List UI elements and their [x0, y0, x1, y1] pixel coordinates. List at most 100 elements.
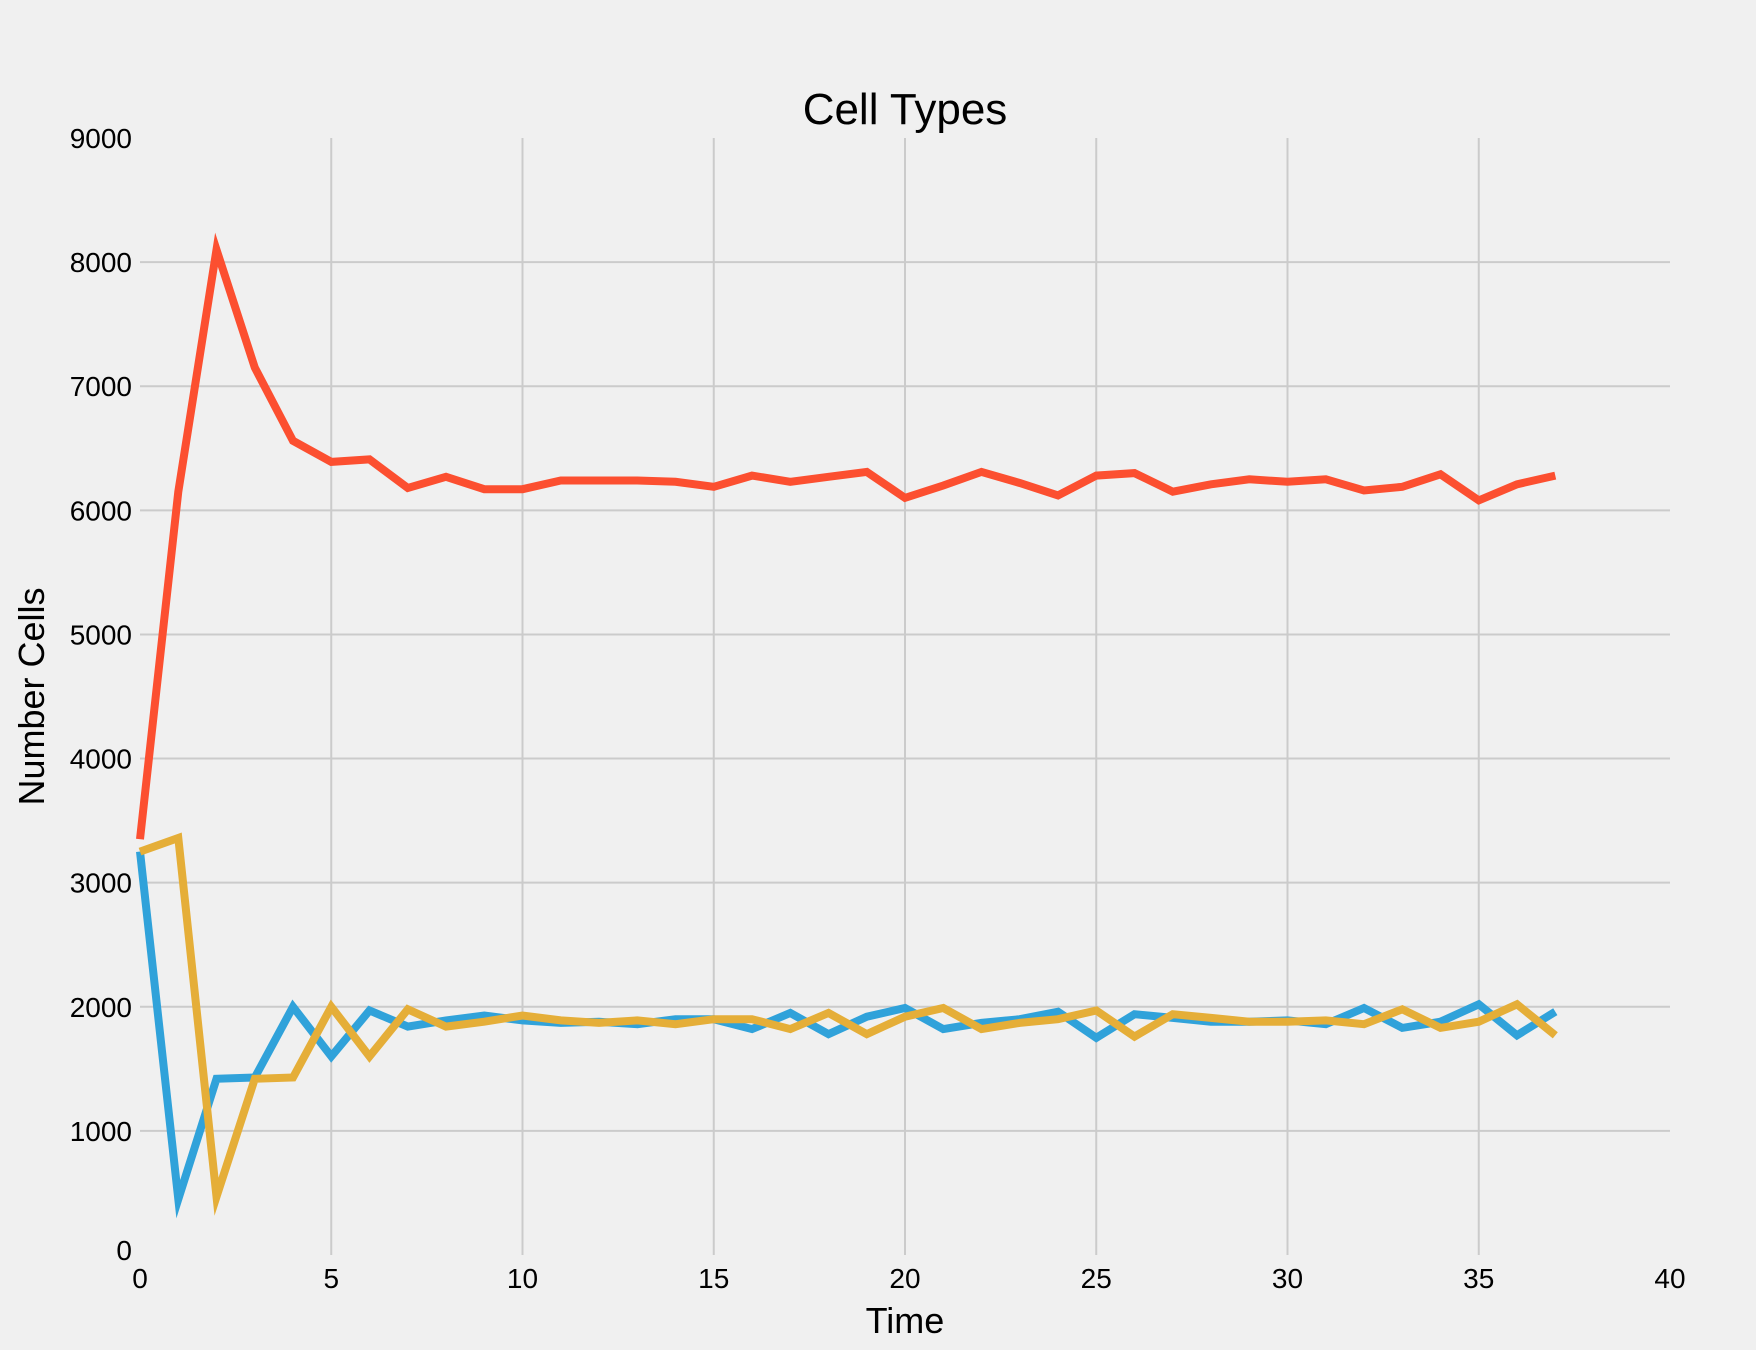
data-point — [445, 1026, 447, 1028]
data-point — [1095, 1037, 1097, 1039]
x-tick-label: 40 — [1654, 1263, 1685, 1294]
data-point — [751, 1018, 753, 1020]
data-point — [483, 1014, 485, 1016]
data-point — [1057, 1018, 1059, 1020]
x-tick-label: 10 — [507, 1263, 538, 1294]
data-point — [789, 1012, 791, 1014]
data-point — [445, 1019, 447, 1021]
data-point — [139, 838, 141, 840]
data-point — [1287, 1021, 1289, 1023]
data-point — [828, 476, 830, 478]
series-line-1 — [136, 232, 1557, 840]
data-point — [1478, 499, 1480, 501]
data-point — [1287, 481, 1289, 483]
data-point — [942, 485, 944, 487]
tick-labels: 0 5 10 15 20 25 30 35 40 0 1000 2000 3000 4000 5000 600… — [70, 123, 1686, 1294]
data-point — [369, 1055, 371, 1057]
data-point — [1325, 478, 1327, 480]
data-point — [522, 488, 524, 490]
data-point — [292, 1006, 294, 1008]
data-point — [1248, 1021, 1250, 1023]
data-point — [981, 471, 983, 473]
data-point — [1172, 491, 1174, 493]
y-tick-label: 0 — [116, 1235, 132, 1266]
data-point — [254, 367, 256, 369]
x-tick-label: 30 — [1272, 1263, 1303, 1294]
y-tick-label: 9000 — [70, 123, 132, 154]
data-point — [1134, 1013, 1136, 1015]
data-point — [330, 461, 332, 463]
data-point — [904, 1016, 906, 1018]
x-tick-label: 15 — [698, 1263, 729, 1294]
data-point — [483, 1021, 485, 1023]
y-tick-label: 1000 — [70, 1116, 132, 1147]
data-point — [560, 480, 562, 482]
y-tick-label: 3000 — [70, 868, 132, 899]
data-point — [1440, 473, 1442, 475]
data-point — [292, 1077, 294, 1079]
data-point — [1478, 1021, 1480, 1023]
data-point — [866, 471, 868, 473]
data-point — [1248, 478, 1250, 480]
data-point — [1554, 1034, 1556, 1036]
data-point — [330, 1006, 332, 1008]
data-point — [177, 837, 179, 839]
data-point — [254, 1078, 256, 1080]
data-point — [216, 1196, 218, 1198]
data-point — [1057, 1011, 1059, 1013]
data-point — [1401, 486, 1403, 488]
y-tick-label: 4000 — [70, 744, 132, 775]
data-point — [675, 1023, 677, 1025]
data-point — [942, 1028, 944, 1030]
data-point — [1478, 1003, 1480, 1005]
data-point — [1134, 472, 1136, 474]
data-point — [1210, 483, 1212, 485]
series-line-3 — [138, 832, 1558, 1216]
data-point — [636, 480, 638, 482]
data-point — [522, 1014, 524, 1016]
gridlines — [140, 138, 1670, 1255]
data-point — [1095, 475, 1097, 477]
data-point — [483, 488, 485, 490]
data-point — [177, 491, 179, 493]
data-point — [675, 481, 677, 483]
data-point — [1516, 483, 1518, 485]
y-tick-label: 2000 — [70, 992, 132, 1023]
data-point — [1325, 1019, 1327, 1021]
data-point — [1554, 1011, 1556, 1013]
y-tick-label: 5000 — [70, 619, 132, 650]
data-point — [1516, 1034, 1518, 1036]
data-point — [1134, 1036, 1136, 1038]
data-point — [866, 1016, 868, 1018]
data-point — [1401, 1008, 1403, 1010]
data-point — [751, 1028, 753, 1030]
data-point — [981, 1022, 983, 1024]
data-point — [904, 1007, 906, 1009]
series-lines — [136, 232, 1558, 1219]
data-point — [675, 1018, 677, 1020]
x-tick-label: 25 — [1081, 1263, 1112, 1294]
data-point — [1554, 475, 1556, 477]
data-point — [1095, 1010, 1097, 1012]
y-axis-title: Number Cells — [11, 587, 52, 805]
data-point — [1172, 1013, 1174, 1015]
x-tick-label: 5 — [323, 1263, 339, 1294]
data-point — [828, 1033, 830, 1035]
data-point — [522, 1019, 524, 1021]
data-point — [1440, 1027, 1442, 1029]
data-point — [713, 1018, 715, 1020]
data-point — [751, 475, 753, 477]
data-point — [407, 1008, 409, 1010]
x-tick-label: 0 — [132, 1263, 148, 1294]
data-point — [292, 440, 294, 442]
data-point — [177, 1198, 179, 1200]
data-point — [1440, 1021, 1442, 1023]
data-point — [713, 486, 715, 488]
data-point — [789, 1028, 791, 1030]
data-point — [1019, 482, 1021, 484]
x-tick-label: 20 — [889, 1263, 920, 1294]
data-point — [828, 1012, 830, 1014]
data-point — [1363, 489, 1365, 491]
